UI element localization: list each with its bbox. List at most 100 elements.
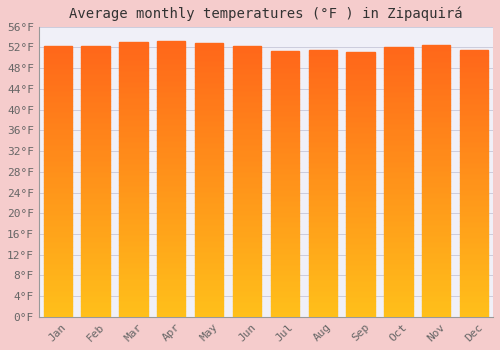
Bar <box>308 50 337 55</box>
Bar <box>44 252 72 257</box>
Bar <box>460 258 488 264</box>
Bar <box>119 207 148 212</box>
Bar <box>460 221 488 226</box>
Bar <box>422 186 450 192</box>
Bar <box>233 236 261 241</box>
Bar <box>82 117 110 122</box>
Bar <box>460 178 488 183</box>
Bar <box>44 246 72 252</box>
Bar <box>82 74 110 79</box>
Bar <box>422 45 450 50</box>
Bar <box>233 230 261 236</box>
Bar <box>460 61 488 66</box>
Bar <box>195 71 224 76</box>
Bar <box>270 295 299 301</box>
Bar <box>460 226 488 231</box>
Bar <box>346 285 375 290</box>
Bar <box>346 264 375 269</box>
Bar <box>460 119 488 125</box>
Bar <box>308 269 337 274</box>
Bar <box>157 162 186 168</box>
Bar <box>308 135 337 141</box>
Bar <box>422 116 450 121</box>
Bar <box>384 231 412 236</box>
Bar <box>82 171 110 176</box>
Bar <box>119 59 148 64</box>
Bar <box>195 273 224 279</box>
Bar <box>384 193 412 198</box>
Bar <box>44 95 72 100</box>
Bar <box>422 105 450 110</box>
Bar <box>233 47 261 317</box>
Bar <box>422 72 450 78</box>
Bar <box>460 253 488 258</box>
Bar <box>308 82 337 88</box>
Bar <box>157 206 186 212</box>
Bar <box>308 114 337 119</box>
Bar <box>270 205 299 211</box>
Bar <box>157 96 186 102</box>
Bar <box>233 268 261 274</box>
Bar <box>195 82 224 87</box>
Bar <box>308 285 337 290</box>
Bar <box>119 42 148 48</box>
Bar <box>233 63 261 68</box>
Bar <box>460 295 488 301</box>
Bar <box>82 246 110 252</box>
Bar <box>82 301 110 306</box>
Bar <box>119 251 148 257</box>
Bar <box>157 63 186 69</box>
Bar <box>157 140 186 146</box>
Bar <box>346 232 375 237</box>
Bar <box>195 60 224 65</box>
Bar <box>308 194 337 200</box>
Bar <box>119 174 148 180</box>
Bar <box>270 56 299 62</box>
Bar <box>384 91 412 96</box>
Bar <box>422 289 450 295</box>
Bar <box>346 269 375 274</box>
Bar <box>82 176 110 182</box>
Bar <box>82 122 110 127</box>
Bar <box>44 230 72 236</box>
Bar <box>270 94 299 99</box>
Bar <box>195 125 224 131</box>
Bar <box>195 257 224 262</box>
Bar <box>346 296 375 301</box>
Bar <box>119 86 148 92</box>
Bar <box>460 130 488 135</box>
Bar <box>44 236 72 241</box>
Bar <box>422 214 450 219</box>
Bar <box>346 274 375 280</box>
Bar <box>384 64 412 69</box>
Bar <box>44 225 72 230</box>
Bar <box>270 216 299 221</box>
Bar <box>119 92 148 97</box>
Bar <box>460 237 488 242</box>
Bar <box>157 284 186 289</box>
Bar <box>308 98 337 104</box>
Bar <box>157 135 186 140</box>
Bar <box>270 110 299 115</box>
Bar <box>460 98 488 104</box>
Bar <box>460 114 488 119</box>
Bar <box>346 259 375 264</box>
Bar <box>270 136 299 141</box>
Bar <box>195 312 224 317</box>
Bar <box>195 251 224 257</box>
Bar <box>82 219 110 225</box>
Bar <box>346 94 375 100</box>
Bar <box>157 107 186 113</box>
Bar <box>308 301 337 306</box>
Bar <box>384 85 412 91</box>
Bar <box>233 290 261 295</box>
Bar <box>422 268 450 273</box>
Bar <box>346 147 375 153</box>
Bar <box>44 127 72 133</box>
Bar <box>82 290 110 295</box>
Bar <box>346 169 375 174</box>
Bar <box>119 136 148 141</box>
Bar <box>270 51 299 317</box>
Bar <box>270 141 299 147</box>
Bar <box>460 66 488 71</box>
